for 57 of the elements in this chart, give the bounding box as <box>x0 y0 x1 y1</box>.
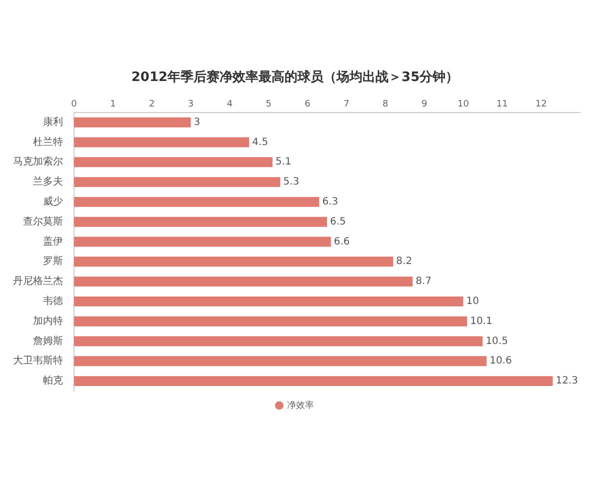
data-label: 6.3 <box>322 196 338 208</box>
y-tick-label: 盖伊 <box>43 235 63 248</box>
x-tick-label: 12 <box>535 99 547 110</box>
bar <box>74 356 487 366</box>
data-label: 6.5 <box>330 216 346 228</box>
y-tick-label: 威少 <box>43 196 63 208</box>
y-tick-label: 帕克 <box>43 374 63 387</box>
y-tick-label: 查尔莫斯 <box>23 215 63 228</box>
data-label: 5.1 <box>276 156 292 168</box>
chart-title: 2012年季后赛净效率最高的球员（场均出战＞35分钟） <box>131 69 459 86</box>
bar <box>74 117 191 128</box>
data-label: 4.5 <box>252 136 268 148</box>
data-label: 8.7 <box>416 276 432 288</box>
bar <box>74 216 327 227</box>
bar <box>74 137 250 148</box>
y-tick-label: 大卫韦斯特 <box>13 354 63 367</box>
x-tick-label: 11 <box>496 99 508 110</box>
y-tick-label: 丹尼格兰杰 <box>13 275 63 288</box>
data-label: 8.2 <box>396 256 412 268</box>
data-label: 3 <box>194 116 200 128</box>
y-tick-label: 韦德 <box>43 295 63 308</box>
bar <box>74 336 483 346</box>
y-tick-label: 马克加索尔 <box>13 156 63 168</box>
y-tick-label: 加内特 <box>33 314 63 327</box>
bar <box>74 177 280 188</box>
data-label: 10.6 <box>490 356 512 367</box>
bar <box>74 276 413 287</box>
bar <box>74 256 394 267</box>
data-label: 10 <box>466 296 479 308</box>
y-tick-label: 杜兰特 <box>33 136 63 148</box>
x-tick-label: 9 <box>421 99 428 110</box>
x-tick-label: 7 <box>344 99 350 110</box>
y-tick-label: 詹姆斯 <box>33 334 63 347</box>
bar <box>74 316 468 326</box>
bar <box>74 157 273 168</box>
bar <box>74 236 331 247</box>
data-label: 10.1 <box>470 316 492 327</box>
y-tick-label: 罗斯 <box>43 255 63 268</box>
x-tick-label: 10 <box>458 99 470 110</box>
x-tick-label: 8 <box>382 99 389 110</box>
data-label: 5.3 <box>283 176 300 188</box>
x-tick-label: 4 <box>226 99 233 110</box>
legend-label: 净效率 <box>286 400 314 411</box>
x-tick-label: 0 <box>71 99 78 110</box>
x-tick-label: 6 <box>304 99 311 110</box>
data-label: 10.5 <box>486 336 508 347</box>
x-tick-label: 1 <box>110 99 116 110</box>
bar <box>74 296 464 306</box>
bar <box>74 196 320 207</box>
data-label: 6.6 <box>334 236 350 248</box>
y-tick-label: 康利 <box>43 116 63 128</box>
x-tick-label: 2 <box>148 99 155 110</box>
x-tick-label: 3 <box>188 99 194 110</box>
x-tick-label: 5 <box>266 99 272 110</box>
data-label: 12.3 <box>556 376 578 387</box>
bar <box>74 376 553 386</box>
y-tick-label: 兰多夫 <box>33 176 63 188</box>
